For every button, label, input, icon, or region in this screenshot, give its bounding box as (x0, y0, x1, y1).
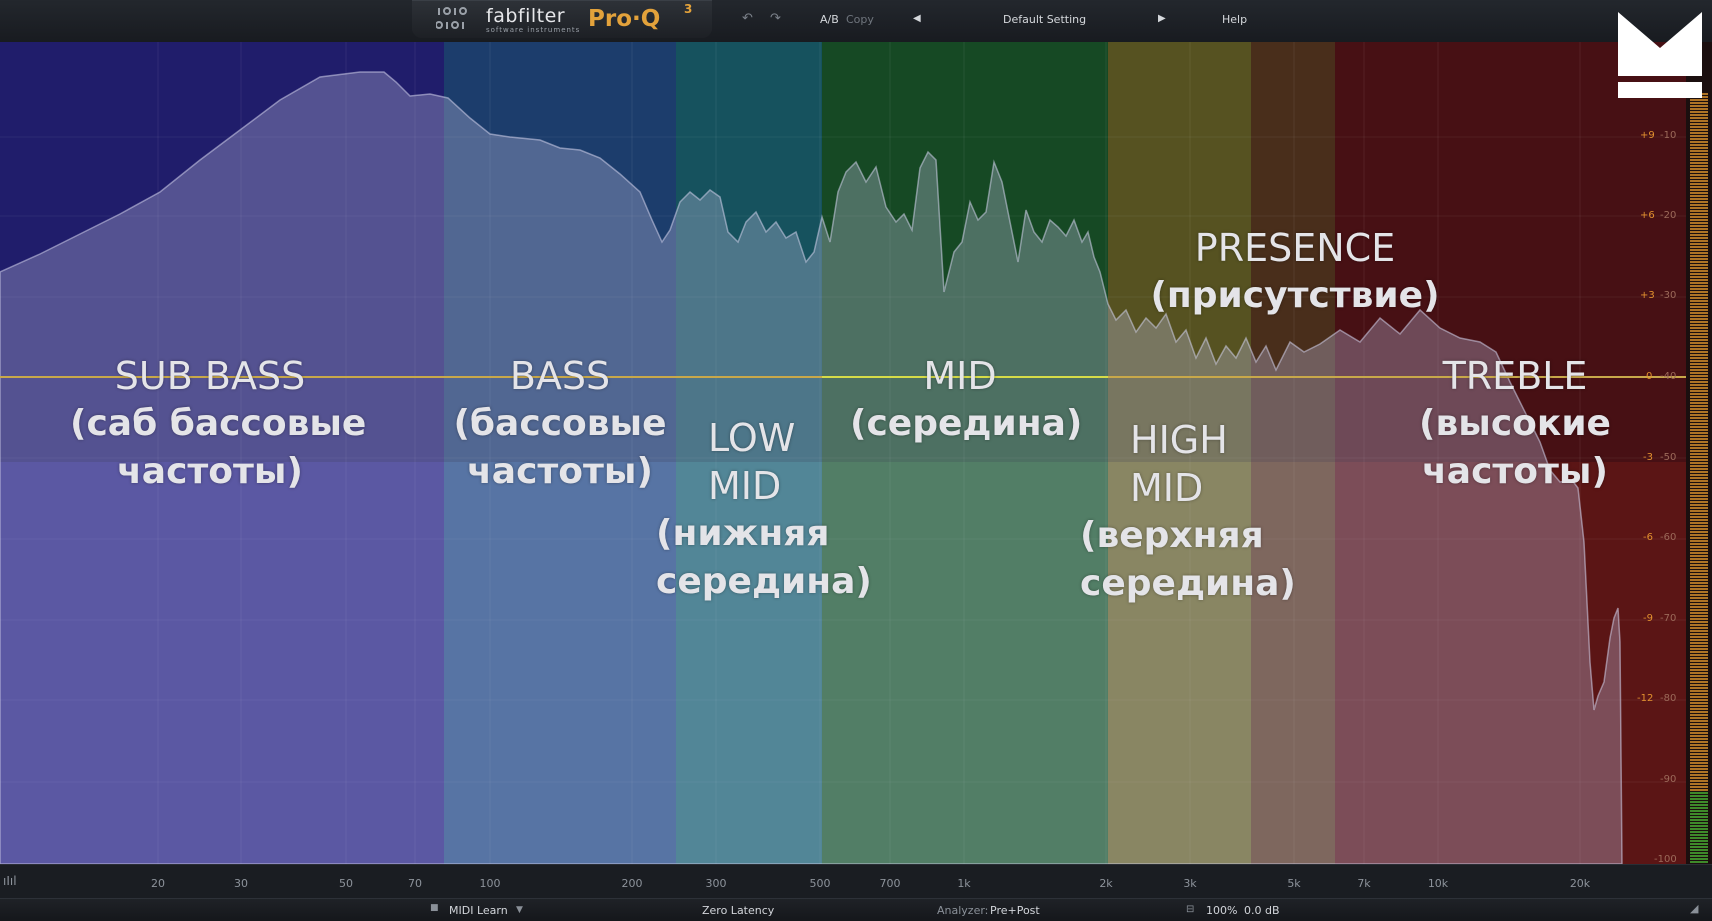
latency-mode-button[interactable]: Zero Latency (702, 904, 775, 917)
band-bass (444, 42, 676, 864)
freq-label: 70 (408, 877, 422, 890)
band-high-mid (1108, 42, 1251, 864)
zoom-value[interactable]: 100% (1206, 904, 1238, 917)
gain-tick: -12 (1637, 693, 1654, 704)
db-tick: -80 (1660, 693, 1677, 704)
label-mid: MID (середина) (850, 354, 1083, 444)
frequency-axis: ıIıl 20 30 50 70 100 200 300 500 700 1k … (0, 864, 1712, 899)
freq-label: 7k (1357, 877, 1371, 890)
freq-label: 300 (705, 877, 727, 890)
gain-tick: -6 (1643, 532, 1653, 543)
midi-indicator-icon: ■ (430, 903, 439, 913)
freq-label: 20k (1569, 877, 1591, 890)
gain-tick: +3 (1640, 290, 1655, 301)
gain-tick: 0 (1646, 371, 1653, 382)
help-button[interactable]: Help (1222, 13, 1248, 26)
product-name: Pro·Q (588, 6, 661, 32)
channel-logo-icon (1618, 12, 1702, 98)
gain-tick: +6 (1640, 210, 1655, 221)
output-gain-value[interactable]: 0.0 dB (1244, 904, 1280, 917)
bars-icon[interactable]: ıIıl (3, 874, 17, 888)
freq-label: 3k (1183, 877, 1197, 890)
fabfilter-logo-icon (436, 7, 467, 29)
label-treble: TREBLE (высокие частоты) (1419, 354, 1611, 492)
freq-label: 50 (339, 877, 353, 890)
resize-icon[interactable]: ◢ (1690, 902, 1699, 915)
freq-label: 30 (234, 877, 248, 890)
freq-label: 1k (957, 877, 971, 890)
db-tick: -70 (1660, 613, 1677, 624)
undo-icon[interactable]: ↶ (742, 11, 753, 26)
triangle-right-icon[interactable]: ▶ (1158, 13, 1166, 24)
preset-name[interactable]: Default Setting (1003, 13, 1087, 26)
triangle-left-icon[interactable]: ◀ (913, 13, 921, 24)
db-tick: -40 (1660, 371, 1677, 382)
label-sub-bass: SUB BASS (саб бассовые частоты) (70, 354, 367, 492)
gain-tick: +9 (1640, 130, 1655, 141)
freq-label: 500 (809, 877, 831, 890)
brand-subtitle: software instruments (486, 26, 581, 34)
freq-label: 5k (1287, 877, 1301, 890)
db-tick: -10 (1660, 130, 1677, 141)
freq-label: 10k (1427, 877, 1449, 890)
analyzer-mode-button[interactable]: Pre+Post (990, 904, 1040, 917)
spectrum-curve (0, 71, 1623, 864)
label-low-mid: LOW MID (нижняя середина) (656, 416, 872, 602)
eq-display[interactable]: SUB BASS (саб бассовые частоты) BASS (ба… (0, 42, 1712, 864)
db-tick: -20 (1660, 210, 1677, 221)
brand-name: fabfilter (486, 5, 566, 27)
freq-label: 100 (479, 877, 501, 890)
gain-tick: -3 (1643, 452, 1653, 463)
freq-label: 2k (1099, 877, 1113, 890)
chevron-down-icon[interactable]: ▼ (516, 905, 523, 915)
analyzer-label: Analyzer: (937, 904, 989, 917)
copy-button[interactable]: Copy (846, 13, 874, 26)
db-tick: -60 (1660, 532, 1677, 543)
label-high-mid: HIGH MID (верхняя середина) (1080, 418, 1296, 604)
db-tick: -50 (1660, 452, 1677, 463)
band-treble (1335, 42, 1686, 864)
label-presence: PRESENCE (присутствие) (1150, 226, 1440, 316)
label-bass: BASS (бассовые частоты) (453, 354, 667, 492)
freq-label: 200 (621, 877, 643, 890)
db-tick: -30 (1660, 290, 1677, 301)
band-mid (822, 42, 1108, 864)
freq-label: 20 (151, 877, 165, 890)
band-presence (1251, 42, 1335, 864)
freq-label: 700 (879, 877, 901, 890)
output-icon: ⊟ (1186, 904, 1195, 915)
redo-icon[interactable]: ↷ (770, 11, 781, 26)
midi-learn-button[interactable]: MIDI Learn (449, 904, 508, 917)
band-low-mid (676, 42, 822, 864)
db-tick: -100 (1654, 854, 1677, 864)
band-sub-bass (0, 42, 444, 864)
spectrum-analyzer (0, 42, 1686, 864)
product-version: 3 (684, 2, 693, 16)
gain-grid (0, 136, 1686, 783)
top-toolbar: fabfilter software instruments Pro·Q 3 ↶… (0, 0, 1712, 43)
status-bar: ■ MIDI Learn ▼ Zero Latency Analyzer: Pr… (0, 898, 1712, 921)
gain-tick: -9 (1643, 613, 1653, 624)
output-level-meter (1686, 42, 1712, 864)
plugin-logo: fabfilter software instruments Pro·Q 3 (412, 0, 712, 38)
db-tick: -90 (1660, 774, 1677, 785)
frequency-grid (157, 42, 1581, 864)
ab-button[interactable]: A/B (820, 13, 839, 26)
